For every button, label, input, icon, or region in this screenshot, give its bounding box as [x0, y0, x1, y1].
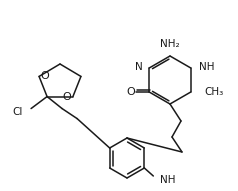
Text: CH₃: CH₃ — [205, 87, 224, 97]
Text: O: O — [127, 87, 136, 97]
Text: NH₂: NH₂ — [160, 39, 180, 49]
Text: O: O — [63, 91, 71, 102]
Text: NH: NH — [160, 175, 176, 185]
Text: O: O — [41, 71, 50, 81]
Text: Cl: Cl — [13, 107, 23, 117]
Text: NH: NH — [199, 62, 214, 72]
Text: N: N — [135, 62, 143, 72]
